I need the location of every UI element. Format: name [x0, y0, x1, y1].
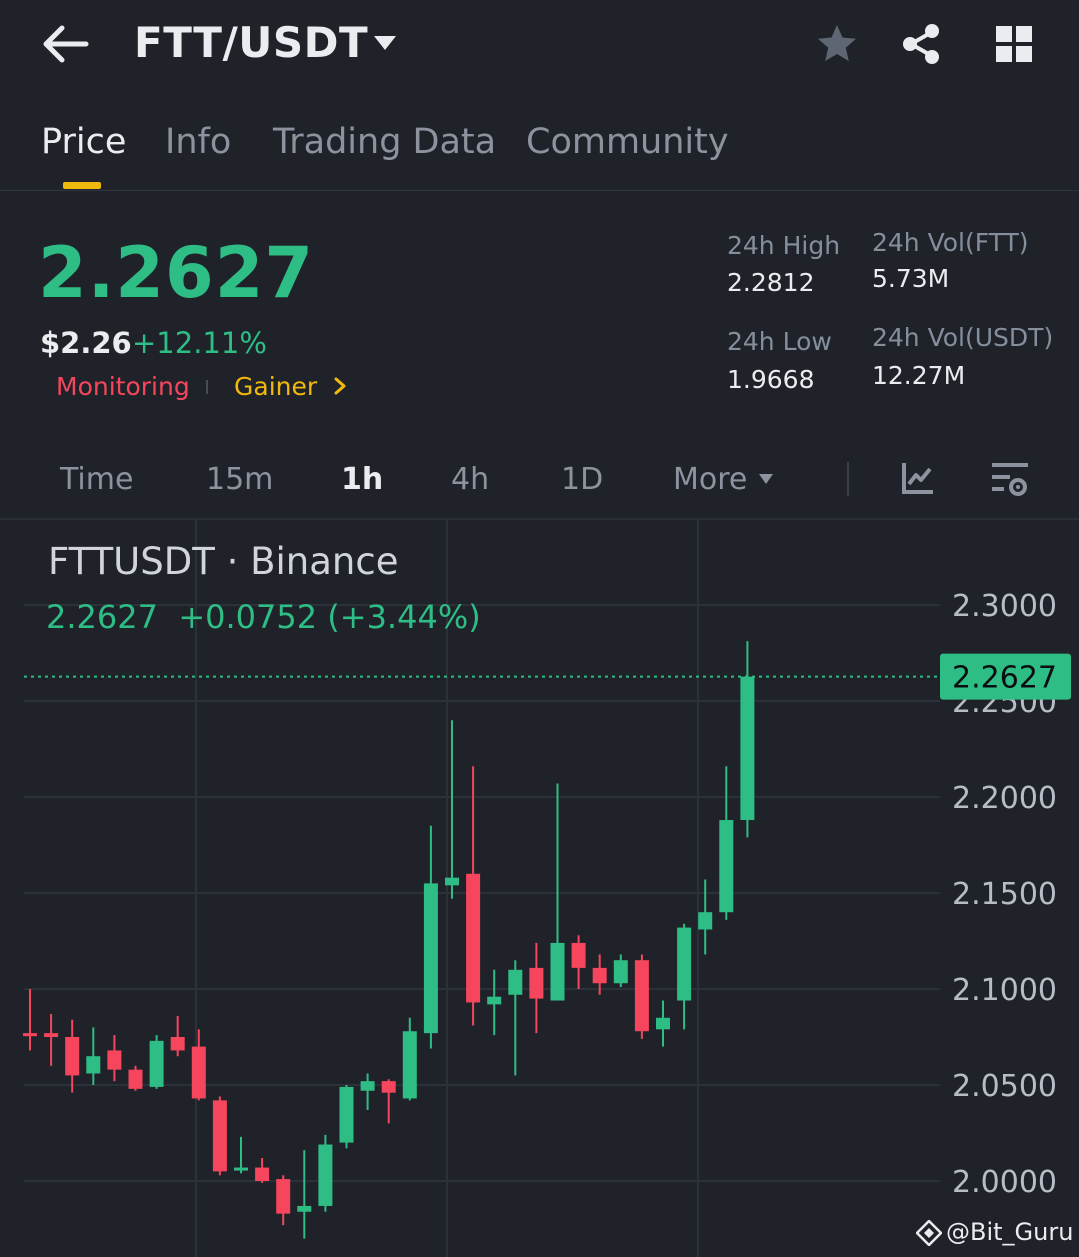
- share-icon[interactable]: [900, 22, 944, 66]
- stat-24h-high-label: 24h High: [727, 231, 841, 260]
- binance-logo-icon: [916, 1220, 942, 1246]
- caret-down-icon[interactable]: [372, 34, 398, 52]
- candle-body: [234, 1167, 248, 1171]
- candle-body: [487, 996, 502, 1005]
- candle-body: [212, 1100, 227, 1172]
- stat-24h-vol-usdt-label: 24h Vol(USDT): [872, 323, 1054, 352]
- chevron-right-icon[interactable]: [333, 377, 347, 395]
- grid-icon[interactable]: [994, 24, 1034, 64]
- chart-divider: [0, 518, 1079, 520]
- chart-symbol: FTTUSDT · Binance: [48, 540, 399, 583]
- tab-info[interactable]: Info: [165, 122, 232, 162]
- tag-monitoring[interactable]: Monitoring: [56, 372, 190, 401]
- candle-body: [170, 1037, 185, 1051]
- tab-community[interactable]: Community: [526, 122, 729, 162]
- interval-time[interactable]: Time: [60, 462, 134, 497]
- stat-24h-vol-ftt-value: 5.73M: [872, 264, 950, 293]
- candle-body: [719, 820, 734, 913]
- candlestick-chart[interactable]: 2.30002.25002.20002.15002.10002.05002.00…: [0, 520, 1079, 1257]
- y-tick-label: 2.2000: [952, 781, 1057, 816]
- candle-body: [297, 1205, 312, 1212]
- candle-body: [656, 1017, 670, 1030]
- candle-body: [445, 877, 459, 886]
- candle-body: [381, 1081, 396, 1093]
- y-tick-label: 2.0000: [952, 1165, 1057, 1200]
- caret-down-icon[interactable]: [758, 473, 774, 485]
- candle-body: [677, 927, 692, 1001]
- interval-15m[interactable]: 15m: [206, 462, 274, 497]
- usd-price: $2.26: [40, 326, 132, 360]
- y-tick-label: 2.1000: [952, 973, 1057, 1008]
- chart-quote: 2.2627 +0.0752 (+3.44%): [46, 598, 481, 636]
- candle-body: [402, 1031, 417, 1099]
- tab-trading-data[interactable]: Trading Data: [273, 122, 497, 162]
- candle-body: [44, 1033, 59, 1037]
- candle-body: [698, 912, 713, 930]
- candle-body: [571, 942, 586, 968]
- watermark-text: @Bit_Guru: [946, 1218, 1074, 1246]
- tag-separator: [206, 380, 208, 394]
- candle-body: [466, 873, 481, 1003]
- stat-24h-vol-usdt-value: 12.27M: [872, 361, 966, 390]
- candle-body: [634, 960, 649, 1032]
- back-arrow-icon[interactable]: [40, 22, 92, 66]
- candle-body: [508, 969, 523, 995]
- stat-24h-low-label: 24h Low: [727, 327, 832, 356]
- y-tick-label: 2.3000: [952, 589, 1057, 624]
- interval-1h[interactable]: 1h: [341, 462, 384, 497]
- candle-body: [149, 1040, 164, 1087]
- y-tick-label: 2.1500: [952, 877, 1057, 912]
- candle-body: [128, 1069, 143, 1089]
- pair-selector[interactable]: FTT/USDT: [134, 18, 369, 67]
- last-price-badge: [940, 653, 1071, 700]
- interval-more[interactable]: More: [673, 462, 748, 497]
- candle-body: [339, 1086, 354, 1143]
- candle-body: [592, 967, 607, 984]
- candle-body: [529, 967, 544, 999]
- candle-body: [360, 1081, 375, 1091]
- candle-body: [423, 883, 438, 1034]
- interval-1d[interactable]: 1D: [561, 462, 604, 497]
- stat-24h-high-value: 2.2812: [727, 268, 815, 297]
- last-price: 2.2627: [38, 232, 315, 314]
- tab-price[interactable]: Price: [41, 122, 127, 162]
- star-icon[interactable]: [815, 22, 859, 66]
- stat-24h-low-value: 1.9668: [727, 365, 815, 394]
- price-change-percent: +12.11%: [132, 326, 267, 360]
- candle-body: [613, 960, 628, 984]
- candle-body: [740, 676, 755, 821]
- candle-body: [318, 1144, 333, 1206]
- candle-body: [23, 1033, 37, 1037]
- candle-body: [276, 1179, 291, 1214]
- candle-body: [255, 1167, 270, 1181]
- watermark: @Bit_Guru: [916, 1218, 1073, 1246]
- tabs-divider: [0, 190, 1079, 191]
- active-tab-indicator: [63, 182, 101, 189]
- indicator-icon[interactable]: [900, 460, 936, 496]
- candle-body: [86, 1056, 101, 1074]
- last-price-badge-label: 2.2627: [952, 661, 1057, 696]
- stat-24h-vol-ftt-label: 24h Vol(FTT): [872, 228, 1029, 257]
- candle-body: [107, 1050, 122, 1070]
- interval-4h[interactable]: 4h: [451, 462, 490, 497]
- interval-separator: [847, 462, 849, 496]
- tag-gainer[interactable]: Gainer: [234, 372, 318, 401]
- chart-settings-icon[interactable]: [990, 460, 1030, 500]
- y-tick-label: 2.0500: [952, 1069, 1057, 1104]
- candle-body: [550, 942, 565, 1001]
- candle-body: [65, 1037, 80, 1076]
- candle-body: [191, 1046, 206, 1099]
